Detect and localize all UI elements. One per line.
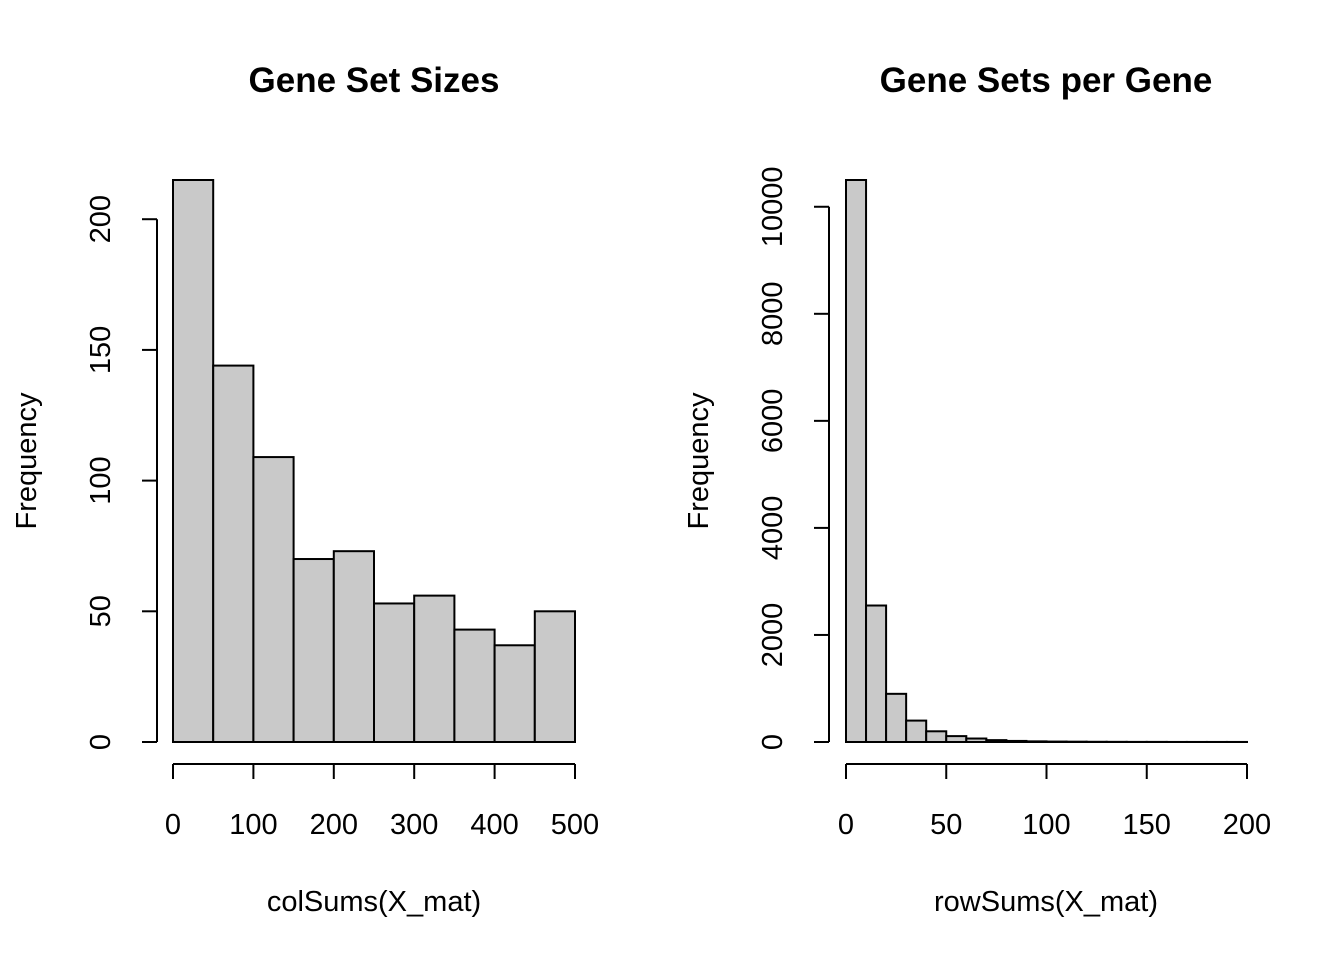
y-tick-label: 100 bbox=[85, 456, 117, 504]
y-axis-label: Frequency bbox=[11, 392, 43, 530]
histogram-bar bbox=[413, 594, 456, 743]
y-tick-label: 50 bbox=[85, 595, 117, 627]
x-tick-label: 0 bbox=[165, 809, 181, 841]
y-axis: 0 2000 4000 6000 8000 10000 bbox=[757, 166, 830, 750]
y-tick-label: 0 bbox=[757, 734, 789, 750]
histogram-bar bbox=[172, 179, 215, 743]
x-axis-label: colSums(X_mat) bbox=[267, 886, 481, 918]
x-axis: 0 100 200 300 400 500 bbox=[165, 763, 599, 841]
histogram-bar bbox=[965, 737, 988, 743]
x-tick-label: 50 bbox=[930, 809, 962, 841]
x-tick-label: 0 bbox=[838, 809, 854, 841]
histogram-gene-set-sizes: Gene Set Sizes colSums(X_mat) Frequency … bbox=[11, 61, 599, 918]
chart-title: Gene Set Sizes bbox=[249, 61, 500, 100]
histogram-bar bbox=[945, 735, 968, 743]
x-tick-label: 100 bbox=[1022, 809, 1070, 841]
histogram-bar bbox=[985, 739, 1008, 743]
histogram-bar bbox=[212, 364, 255, 743]
y-tick-label: 200 bbox=[85, 195, 117, 243]
histogram-bar bbox=[252, 456, 295, 743]
y-tick-label: 2000 bbox=[757, 603, 789, 668]
histogram-bar bbox=[905, 719, 928, 743]
x-axis-label: rowSums(X_mat) bbox=[934, 886, 1158, 918]
y-tick-label: 0 bbox=[85, 734, 117, 750]
histogram-bar bbox=[1025, 740, 1048, 744]
x-tick-label: 150 bbox=[1123, 809, 1171, 841]
x-tick-label: 200 bbox=[1223, 809, 1271, 841]
x-axis: 0 50 100 150 200 bbox=[838, 763, 1271, 841]
x-tick-label: 400 bbox=[470, 809, 518, 841]
x-tick-label: 100 bbox=[229, 809, 277, 841]
x-tick-label: 300 bbox=[390, 809, 438, 841]
y-tick-label: 10000 bbox=[757, 166, 789, 247]
y-tick-label: 8000 bbox=[757, 282, 789, 347]
chart-title: Gene Sets per Gene bbox=[880, 61, 1213, 100]
bars bbox=[172, 179, 576, 743]
y-axis: 0 50 100 150 200 bbox=[85, 195, 158, 750]
histogram-bar bbox=[373, 602, 416, 743]
histogram-bar bbox=[845, 179, 868, 743]
y-tick-label: 4000 bbox=[757, 496, 789, 561]
y-axis-label: Frequency bbox=[683, 392, 715, 530]
histogram-gene-sets-per-gene: Gene Sets per Gene rowSums(X_mat) Freque… bbox=[683, 61, 1271, 918]
histogram-bar bbox=[332, 550, 375, 743]
histogram-bar bbox=[533, 610, 576, 743]
y-tick-label: 150 bbox=[85, 326, 117, 374]
bars bbox=[845, 179, 1248, 744]
histogram-bar bbox=[453, 628, 496, 743]
y-tick-label: 6000 bbox=[757, 389, 789, 454]
histogram-bar bbox=[925, 730, 948, 743]
histogram-bar bbox=[885, 692, 908, 743]
histogram-bar bbox=[1005, 739, 1028, 743]
histogram-bar bbox=[865, 604, 888, 743]
x-tick-label: 500 bbox=[551, 809, 599, 841]
histogram-bar bbox=[292, 558, 335, 743]
histogram-bar bbox=[493, 644, 536, 743]
x-tick-label: 200 bbox=[310, 809, 358, 841]
